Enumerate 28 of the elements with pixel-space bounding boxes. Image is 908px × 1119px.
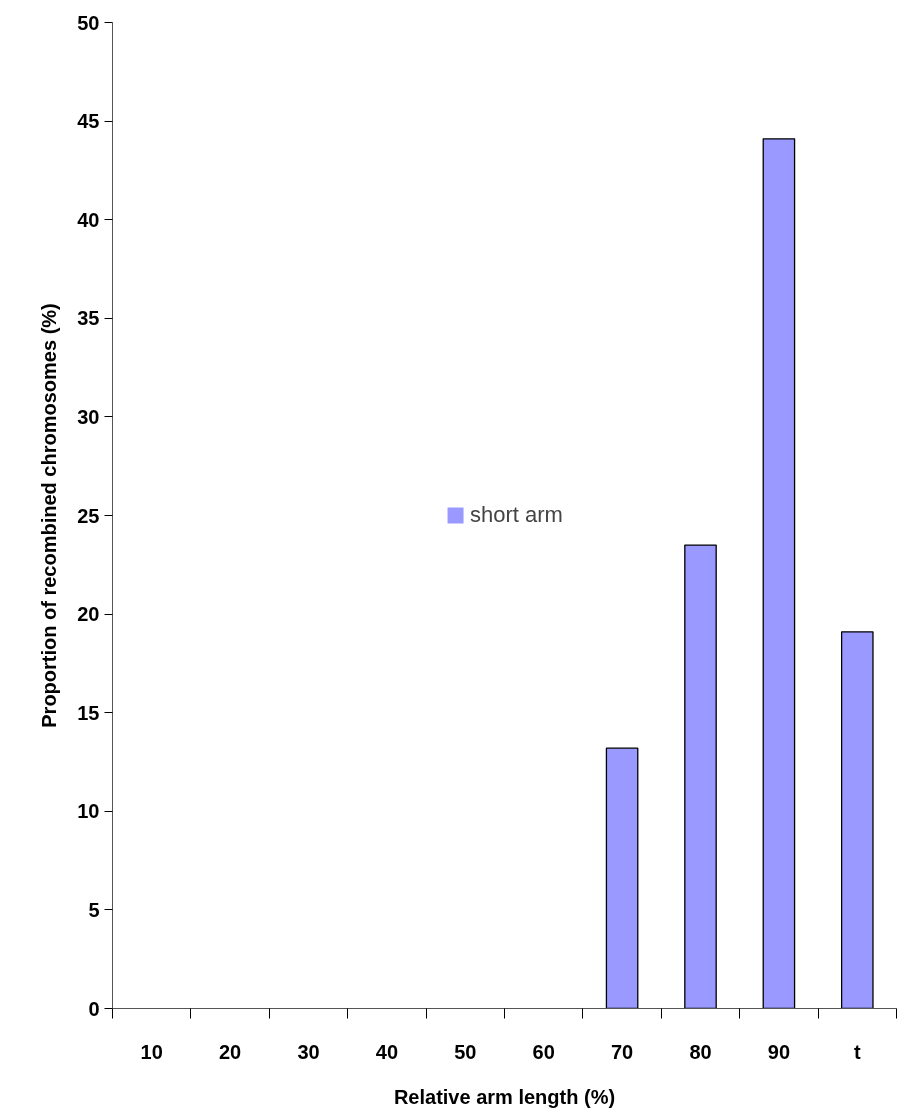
x-axis-title: Relative arm length (%) (393, 1085, 616, 1108)
legend-label: short arm (470, 502, 563, 528)
y-tick-label: 15 (77, 701, 100, 724)
y-tick-label: 25 (77, 504, 100, 527)
y-tick-label: 30 (77, 405, 100, 428)
x-tick-label: 20 (218, 1040, 242, 1063)
x-tick-label: 90 (767, 1040, 791, 1063)
bar (605, 747, 639, 1009)
y-tick-label: 0 (88, 997, 100, 1020)
y-tick-label: 20 (77, 603, 100, 626)
x-tick-label: t (853, 1040, 861, 1063)
bar (840, 631, 874, 1009)
x-tick-label: 80 (689, 1040, 712, 1063)
y-tick-label: 10 (77, 800, 100, 823)
x-tick-label: 50 (454, 1040, 477, 1063)
y-tick-label: 5 (88, 898, 100, 921)
x-tick-label: 30 (297, 1040, 320, 1063)
y-tick-label: 40 (77, 208, 100, 231)
x-tick-label: 10 (140, 1040, 163, 1063)
bar (684, 544, 717, 1009)
y-tick-label: 35 (77, 307, 100, 330)
bar (762, 138, 796, 1009)
x-tick-label: 60 (532, 1040, 555, 1063)
y-axis-title: Proportion of recombined chromosomes (%) (38, 303, 61, 728)
y-tick-label: 50 (77, 11, 100, 34)
x-tick-label: 70 (610, 1040, 634, 1063)
y-tick-label: 45 (77, 110, 100, 133)
x-tick-label: 40 (375, 1040, 399, 1063)
